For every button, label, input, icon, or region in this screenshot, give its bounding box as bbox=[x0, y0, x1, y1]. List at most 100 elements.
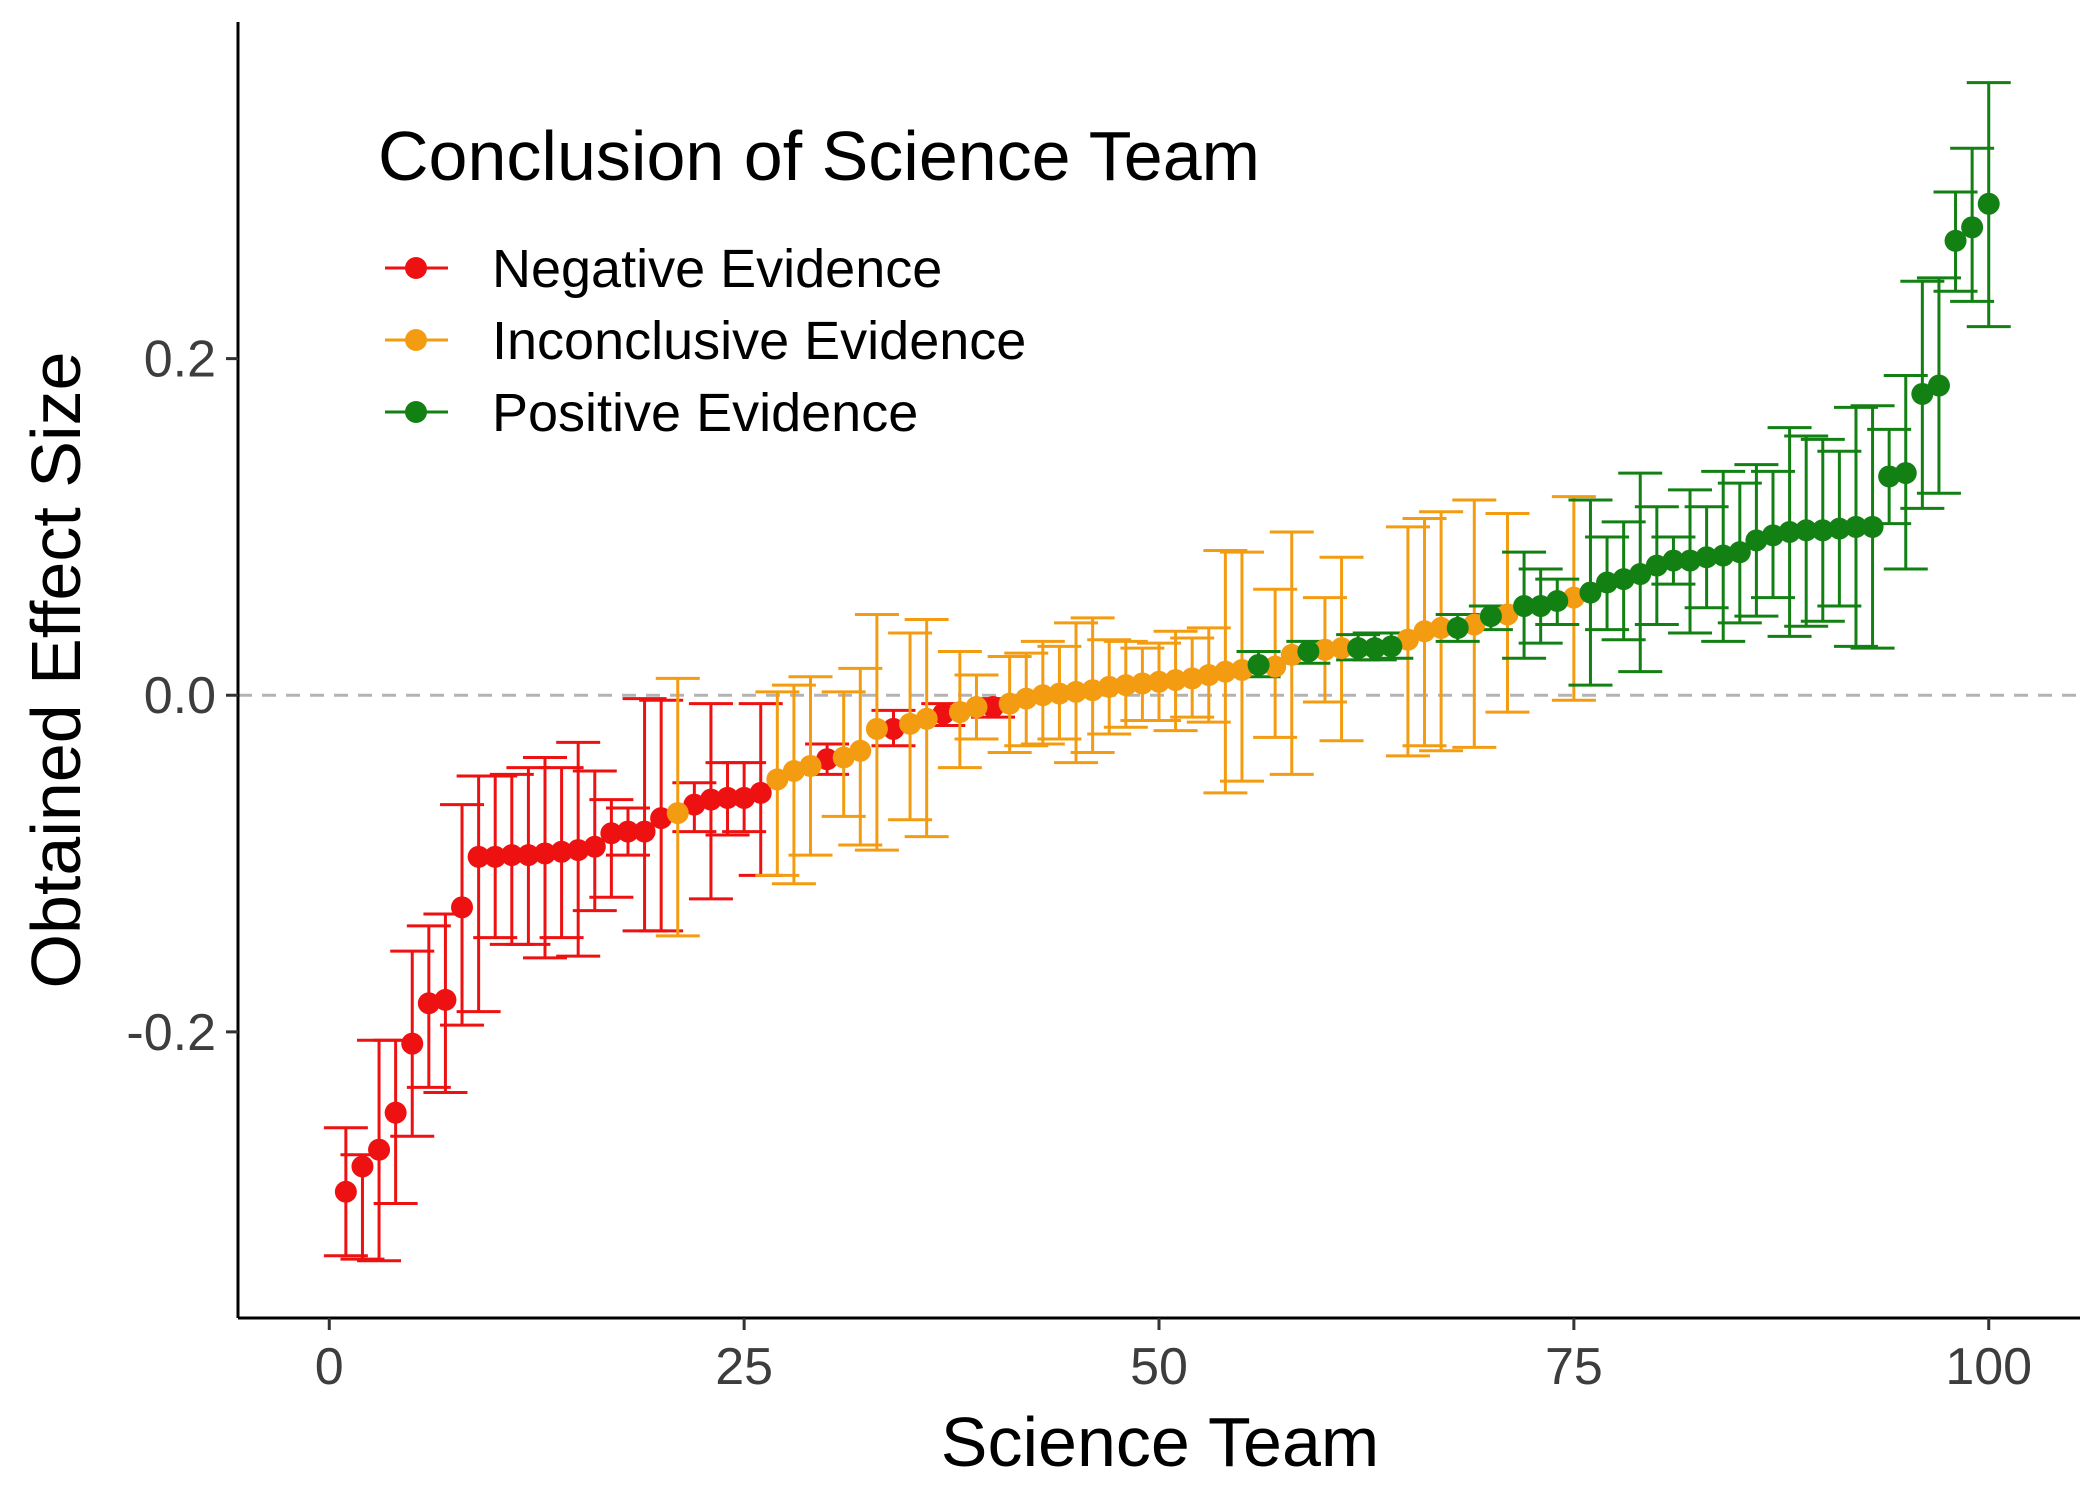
data-point bbox=[616, 820, 639, 843]
data-point bbox=[832, 746, 855, 769]
x-axis-title: Science Team bbox=[941, 1403, 1379, 1481]
y-tick-label: 0.0 bbox=[144, 667, 216, 725]
data-point bbox=[1363, 637, 1386, 660]
data-point bbox=[1181, 667, 1204, 690]
data-point bbox=[816, 748, 839, 771]
legend-item: Inconclusive Evidence bbox=[385, 311, 1026, 371]
data-point bbox=[368, 1138, 391, 1161]
data-point bbox=[650, 807, 673, 830]
error-bar bbox=[771, 683, 816, 886]
data-point bbox=[849, 739, 872, 762]
data-point bbox=[1380, 635, 1403, 658]
legend-key-point bbox=[405, 401, 427, 423]
data-point bbox=[1031, 684, 1054, 707]
data-point bbox=[384, 1101, 407, 1124]
data-point bbox=[1944, 229, 1967, 252]
data-point bbox=[1546, 589, 1569, 612]
data-point bbox=[1479, 605, 1502, 628]
data-point bbox=[500, 844, 523, 867]
data-point bbox=[1280, 643, 1303, 666]
data-point bbox=[1065, 680, 1088, 703]
data-point bbox=[1911, 382, 1934, 405]
data-point bbox=[1313, 638, 1336, 661]
data-point bbox=[1148, 670, 1170, 693]
data-point bbox=[1197, 664, 1220, 687]
data-point bbox=[1347, 637, 1370, 660]
data-point bbox=[998, 692, 1021, 715]
data-point bbox=[1562, 586, 1585, 609]
data-point bbox=[1297, 640, 1320, 663]
data-point bbox=[351, 1155, 374, 1178]
data-point bbox=[1811, 519, 1834, 542]
data-point bbox=[1844, 515, 1867, 538]
x-tick-label: 75 bbox=[1545, 1338, 1603, 1396]
data-point bbox=[882, 717, 905, 740]
data-point bbox=[484, 845, 507, 868]
data-point bbox=[534, 842, 556, 865]
data-point bbox=[1745, 529, 1768, 552]
data-point bbox=[1695, 546, 1718, 569]
data-point bbox=[965, 696, 988, 719]
data-point bbox=[1164, 669, 1187, 692]
data-point bbox=[915, 707, 938, 730]
data-point bbox=[1728, 541, 1751, 564]
data-point bbox=[1645, 554, 1668, 577]
data-point bbox=[1579, 581, 1602, 604]
data-point bbox=[1098, 675, 1121, 698]
x-tick-label: 100 bbox=[1945, 1338, 2032, 1396]
data-point bbox=[1679, 549, 1702, 572]
series-group bbox=[1236, 81, 2011, 687]
data-point bbox=[1330, 637, 1353, 660]
data-point bbox=[1529, 595, 1552, 618]
data-point bbox=[749, 781, 772, 804]
data-point bbox=[1463, 613, 1486, 636]
data-point bbox=[716, 786, 739, 809]
series-points bbox=[334, 696, 1005, 1203]
data-point bbox=[1662, 549, 1685, 572]
data-point bbox=[666, 802, 689, 825]
data-point bbox=[1496, 603, 1519, 626]
data-point bbox=[401, 1032, 424, 1055]
data-point bbox=[733, 786, 756, 809]
data-point bbox=[766, 768, 789, 791]
series-group bbox=[655, 495, 1596, 938]
data-point bbox=[1230, 659, 1253, 681]
data-point bbox=[683, 793, 706, 816]
data-point bbox=[982, 696, 1005, 719]
legend-label: Positive Evidence bbox=[492, 383, 918, 443]
data-point bbox=[1264, 655, 1287, 678]
data-point bbox=[1081, 679, 1104, 702]
legend-item: Negative Evidence bbox=[385, 239, 942, 299]
data-point bbox=[1396, 628, 1419, 651]
data-point bbox=[1795, 519, 1818, 542]
data-point bbox=[1413, 620, 1436, 643]
y-axis-ticks: -0.2 0.0 0.2 bbox=[126, 331, 238, 1062]
data-point bbox=[1612, 568, 1635, 591]
data-point bbox=[1878, 465, 1901, 488]
data-point bbox=[1927, 374, 1950, 397]
data-point bbox=[1828, 517, 1851, 540]
data-point bbox=[1048, 682, 1071, 705]
legend-label: Negative Evidence bbox=[492, 239, 942, 299]
error-bar bbox=[589, 798, 634, 899]
data-point bbox=[865, 717, 888, 740]
legend-key-point bbox=[405, 329, 427, 351]
data-point bbox=[567, 839, 590, 862]
y-tick-label: -0.2 bbox=[126, 1004, 216, 1062]
data-point bbox=[1861, 515, 1884, 538]
data-point bbox=[517, 844, 540, 867]
x-axis-ticks: 0 25 50 75 100 bbox=[315, 1318, 2032, 1396]
data-point bbox=[1629, 563, 1652, 586]
data-point bbox=[932, 702, 955, 725]
data-point bbox=[467, 845, 490, 868]
data-point bbox=[782, 759, 805, 782]
data-point bbox=[1131, 672, 1154, 695]
data-point bbox=[334, 1180, 357, 1203]
data-point bbox=[1446, 616, 1469, 639]
data-point bbox=[799, 754, 822, 777]
legend-items: Negative Evidence Inconclusive Evidence Po… bbox=[385, 239, 1026, 443]
data-point bbox=[633, 820, 656, 843]
data-point bbox=[583, 835, 606, 858]
data-point bbox=[699, 788, 722, 811]
